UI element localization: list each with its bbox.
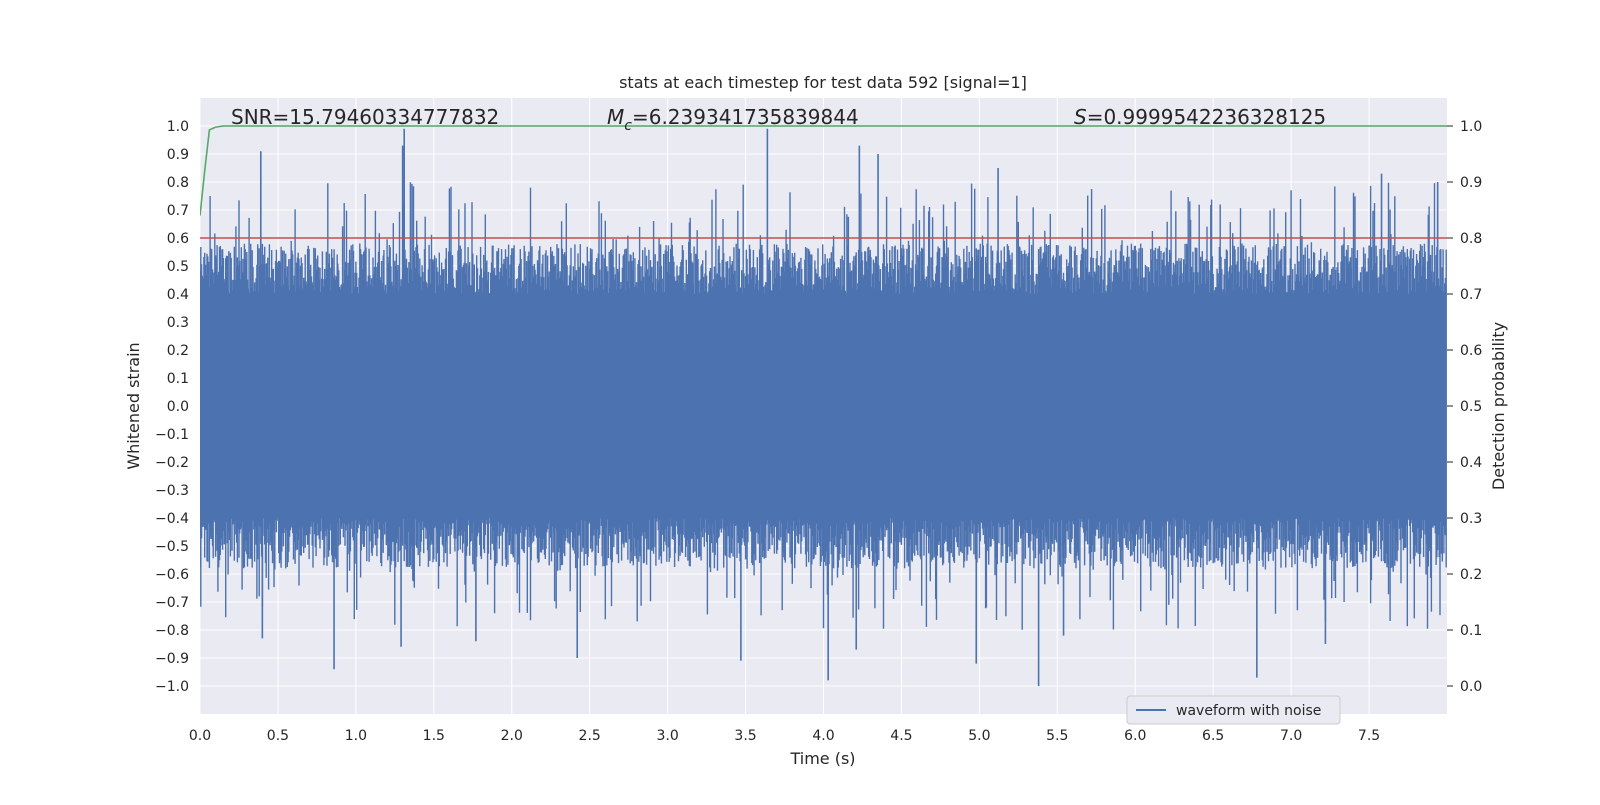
y-tick-labels: 1.0 0.9 0.8 0.7 0.6 0.5 0.4 0.3 0.2 0.1 0.0 −0.1 −0.… [155,119,189,695]
y-tick-label: 0.1 [167,371,189,387]
y-tick-label: 0.4 [167,287,189,303]
y-right-tick-label: 0.4 [1460,455,1482,471]
y-right-tick-label: 0.9 [1460,175,1482,191]
y-tick-label: 0.5 [167,259,189,275]
y-tick-label: 0.9 [167,147,189,163]
y-tick-label: −0.1 [155,427,189,443]
score-value: =0.9999542236328125 [1087,105,1326,129]
waveform-series [200,128,1447,686]
x-tick-label: 7.0 [1280,728,1302,744]
y-axis-label: Whitened strain [124,342,143,469]
score-symbol: S [1074,105,1087,129]
x-tick-label: 4.5 [890,728,912,744]
waveform-line [200,182,1447,630]
x-tick-label: 6.5 [1202,728,1224,744]
x-tick-label: 3.5 [734,728,756,744]
y-right-tick-labels: 1.0 0.9 0.8 0.7 0.6 0.5 0.4 0.3 0.2 0.1 0.0 [1447,119,1482,695]
x-tick-labels: 0.0 0.5 1.0 1.5 2.0 2.5 3.0 3.5 4.0 4.5 5.0 5.5 6.0 6… [189,728,1380,744]
y-tick-label: 0.2 [167,343,189,359]
y-right-axis-label: Detection probability [1489,322,1508,490]
probability-series [200,125,1447,239]
y-tick-label: 1.0 [167,119,189,135]
y-right-tick-label: 0.5 [1460,399,1482,415]
x-tick-label: 5.0 [968,728,990,744]
legend: waveform with noise [1126,695,1341,725]
x-tick-label: 4.0 [812,728,834,744]
y-tick-label: −0.7 [155,595,189,611]
y-tick-label: −0.9 [155,651,189,667]
y-right-tick-label: 0.0 [1460,679,1482,695]
x-tick-label: 5.5 [1046,728,1068,744]
x-tick-label: 0.0 [189,728,211,744]
score-annotation: S=0.9999542236328125 [1074,105,1326,129]
y-tick-label: −0.6 [155,567,189,583]
x-tick-label: 0.5 [267,728,289,744]
x-tick-label: 7.5 [1358,728,1380,744]
detection-probability-line [200,125,1447,216]
chirp-mass-subscript: c [624,118,632,134]
y-right-tick-label: 0.2 [1460,567,1482,583]
y-tick-label: 0.0 [167,399,189,415]
chart-title: stats at each timestep for test data 592… [619,73,1027,92]
x-tick-label: 1.5 [423,728,445,744]
y-right-tick-label: 0.7 [1460,287,1482,303]
y-tick-label: −0.8 [155,623,189,639]
y-right-tick-label: 0.8 [1460,231,1482,247]
x-tick-label: 2.0 [501,728,523,744]
chirp-mass-symbol: M [607,105,624,129]
y-tick-label: −1.0 [155,679,189,695]
y-tick-label: 0.3 [167,315,189,331]
y-tick-label: −0.4 [155,511,189,527]
y-tick-label: −0.3 [155,483,189,499]
y-tick-label: 0.8 [167,175,189,191]
x-tick-label: 6.0 [1124,728,1146,744]
y-tick-label: 0.7 [167,203,189,219]
y-tick-label: −0.5 [155,539,189,555]
x-tick-label: 3.0 [656,728,678,744]
snr-annotation: SNR=15.79460334777832 [231,105,499,129]
x-tick-label: 1.0 [345,728,367,744]
x-tick-label: 2.5 [579,728,601,744]
x-axis-label: Time (s) [789,749,855,768]
legend-label-waveform: waveform with noise [1176,703,1321,719]
y-right-tick-label: 0.6 [1460,343,1482,359]
legend-box [1126,695,1341,725]
y-tick-label: −0.2 [155,455,189,471]
y-tick-label: 0.6 [167,231,189,247]
chirp-mass-value: =6.239341735839844 [632,105,859,129]
y-right-tick-label: 0.1 [1460,623,1482,639]
chirp-mass-annotation: Mc=6.239341735839844 [607,105,859,134]
y-right-tick-label: 1.0 [1460,119,1482,135]
y-right-tick-label: 0.3 [1460,511,1482,527]
